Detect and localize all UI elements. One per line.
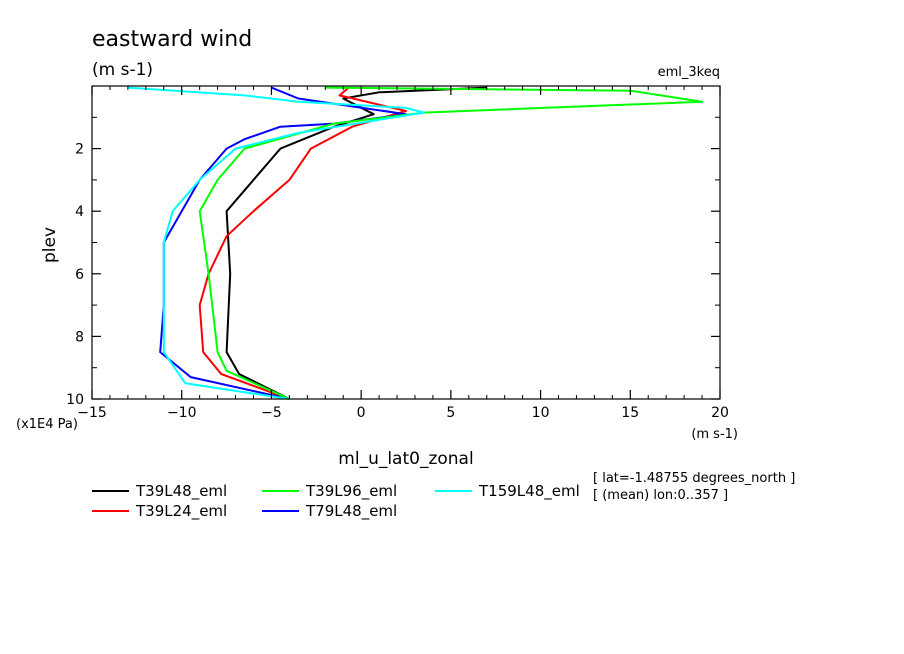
x-tick-label: 20 [711, 405, 729, 421]
x-tick-label: −15 [77, 405, 107, 421]
legend-label-t159l48_eml: T159L48_eml [478, 482, 580, 501]
legend: T39L48_eml T39L96_eml T159L48_eml T39L24_em… [92, 482, 580, 521]
note-longitude: [ (mean) lon:0..357 ] [593, 488, 728, 503]
series-line-t39l48_eml [225, 86, 487, 400]
series-layer [127, 86, 704, 400]
legend-label-t39l24_eml: T39L24_eml [135, 502, 227, 521]
y-tick-label: 4 [75, 204, 84, 220]
legend-label-t79l48_eml: T79L48_eml [305, 502, 397, 521]
x-tick-label: 15 [621, 405, 639, 421]
series-line-t39l96_eml [198, 86, 704, 400]
y-tick-label: 8 [75, 329, 84, 345]
chart-title: eastward wind [92, 27, 252, 52]
y-axis-ticks: 2 4 6 8 10 [66, 116, 720, 408]
x-tick-label: 10 [532, 405, 550, 421]
x-axis-ticks: −15 −10 −5 0 5 10 15 20 [77, 86, 729, 421]
series-line-t39l24_eml [198, 86, 407, 400]
chart-subtitle: (m s-1) [92, 60, 153, 80]
series-line-t159l48_eml [127, 86, 425, 400]
y-tick-label: 2 [75, 142, 84, 158]
experiment-label: eml_3keq [658, 65, 720, 80]
x-axis-label: ml_u_lat0_zonal [338, 449, 473, 469]
legend-label-t39l96_eml: T39L96_eml [305, 482, 397, 501]
x-axis-units: (m s-1) [691, 427, 738, 442]
note-latitude: [ lat=-1.48755 degrees_north ] [593, 471, 795, 486]
x-tick-label: 5 [446, 405, 455, 421]
y-axis-label: plev [40, 227, 60, 263]
y-axis-units: (x1E4 Pa) [16, 417, 78, 432]
x-tick-label: −5 [261, 405, 282, 421]
y-tick-label: 6 [75, 267, 84, 283]
x-tick-label: −10 [167, 405, 197, 421]
y-tick-label: 10 [66, 392, 84, 408]
x-tick-label: 0 [357, 405, 366, 421]
legend-label-t39l48_eml: T39L48_eml [135, 482, 227, 501]
